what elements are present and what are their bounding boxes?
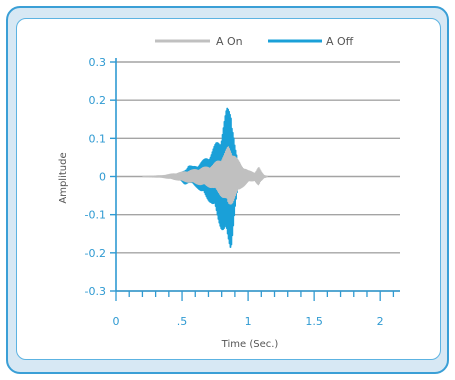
- y-tick-label: 0: [99, 171, 106, 184]
- x-tick-label: .5: [177, 315, 188, 328]
- y-tick-label: -0.1: [85, 209, 106, 222]
- y-tick-label: 0.2: [89, 94, 107, 107]
- legend-label-a-off: A Off: [326, 35, 354, 48]
- x-tick-label: 0: [113, 315, 120, 328]
- y-tick-label: 0.1: [89, 132, 107, 145]
- series-line-a-on: [142, 146, 269, 205]
- y-tick-label: -0.3: [85, 285, 106, 298]
- legend-label-a-on: A On: [216, 35, 243, 48]
- legend: A On A Off: [155, 35, 354, 48]
- series-waveforms: [142, 107, 269, 249]
- y-tick-label: -0.2: [85, 247, 106, 260]
- x-tick-label: 2: [377, 315, 384, 328]
- y-tick-label: 0.3: [89, 56, 107, 69]
- x-tick-label: 1.5: [305, 315, 323, 328]
- y-tick-labels: 0.3 0.2 0.1 0 -0.1 -0.2 -0.3: [85, 56, 106, 298]
- y-axis-title: Amplitude: [58, 152, 69, 203]
- x-axis-title: Time (Sec.): [221, 339, 279, 350]
- x-tick-label: 1: [245, 315, 252, 328]
- x-tick-labels: 0 .5 1 1.5 2: [113, 315, 384, 328]
- axes: [115, 58, 400, 301]
